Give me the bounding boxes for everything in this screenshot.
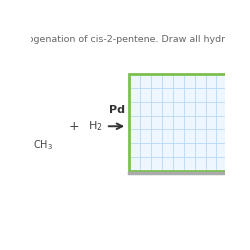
Text: $\mathregular{CH_3}$: $\mathregular{CH_3}$ xyxy=(33,138,53,152)
Text: drogenation of cis-2-pentene. Draw all hydrogen atoms.: drogenation of cis-2-pentene. Draw all h… xyxy=(18,35,250,44)
Bar xyxy=(129,74,249,170)
Text: H$_2$: H$_2$ xyxy=(88,119,102,133)
Text: +: + xyxy=(68,120,79,133)
Bar xyxy=(129,74,249,170)
Text: Pd: Pd xyxy=(110,105,126,115)
